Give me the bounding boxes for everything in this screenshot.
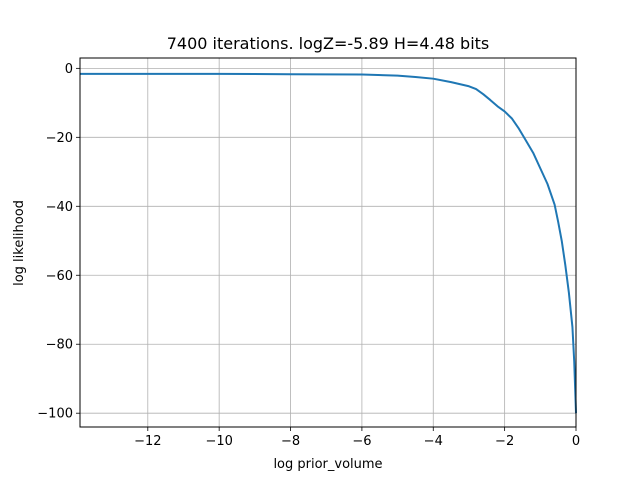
axes-frame <box>79 57 577 428</box>
y-tick-label: −40 <box>46 200 73 215</box>
y-tick-label: −60 <box>46 269 73 284</box>
series-line-0 <box>80 72 577 414</box>
x-tick-label: 0 <box>572 434 580 449</box>
chart-title: 7400 iterations. logZ=-5.89 H=4.48 bits <box>167 34 490 53</box>
x-tick-label: −6 <box>352 434 371 449</box>
x-tick-label: −2 <box>495 434 514 449</box>
x-tick-label: −8 <box>281 434 300 449</box>
axis-ticks: −12 −10 −8 −6 −4 −2 00−20−40−60−80−100 <box>37 62 580 449</box>
series-layer <box>80 72 577 414</box>
y-axis-label: log likelihood <box>12 200 27 286</box>
x-tick-label: −4 <box>424 434 443 449</box>
y-tick-label: 0 <box>65 62 73 77</box>
x-tick-label: −12 <box>134 434 161 449</box>
y-tick-label: −100 <box>37 407 73 422</box>
y-tick-label: −20 <box>46 131 73 146</box>
x-axis-label: log prior_volume <box>273 457 382 472</box>
x-tick-label: −10 <box>205 434 232 449</box>
grid-lines <box>80 58 577 427</box>
y-tick-label: −80 <box>46 338 73 353</box>
